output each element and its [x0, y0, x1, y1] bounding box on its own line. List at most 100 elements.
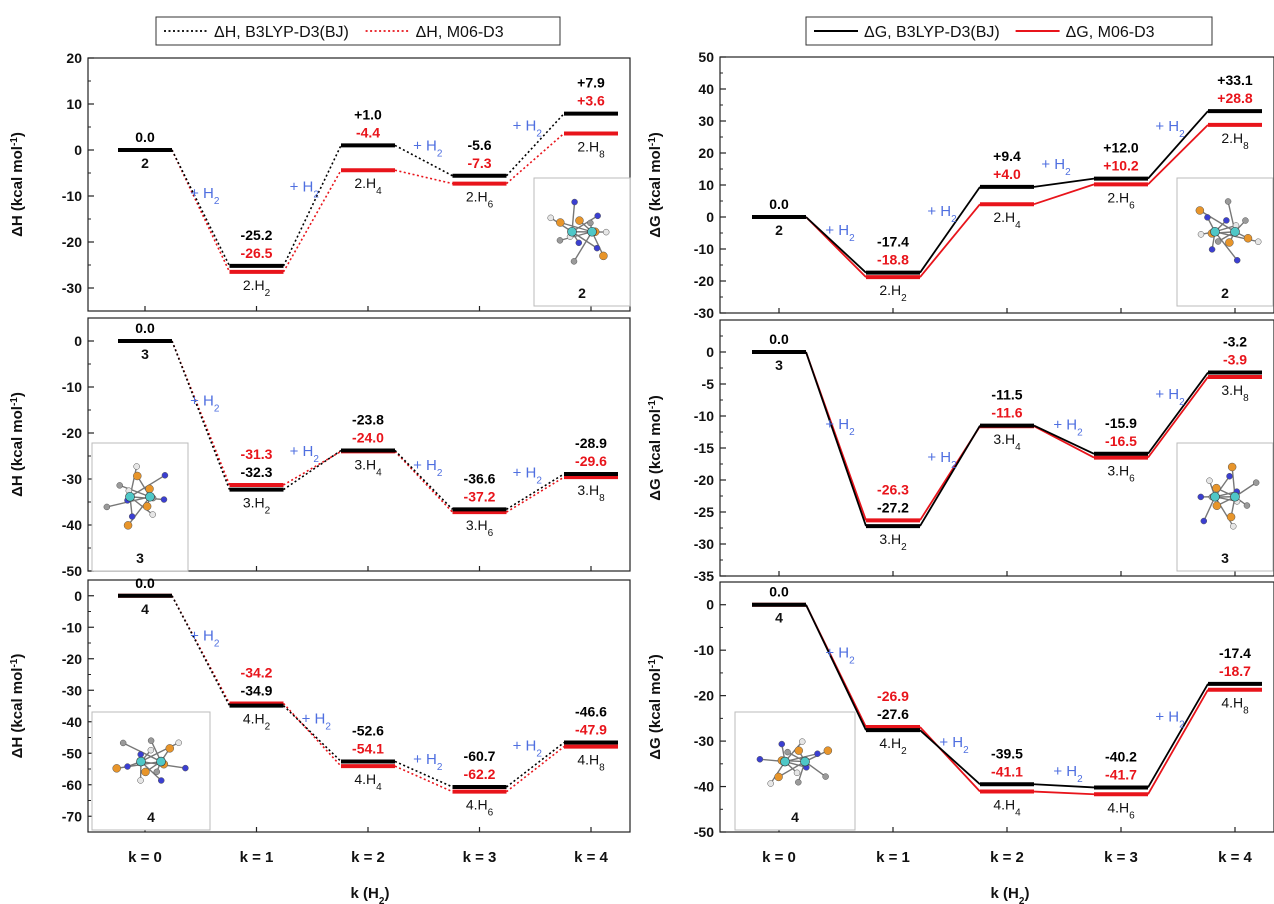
value-label-b3lyp: +7.9 — [577, 75, 605, 91]
y-tick-label: -40 — [694, 779, 714, 795]
y-title-superscript: -1 — [647, 659, 658, 668]
subscript: 2 — [849, 232, 855, 243]
y-tick-label: -50 — [62, 563, 82, 579]
value-label-b3lyp: -23.8 — [352, 411, 384, 427]
metal-atom — [1210, 226, 1220, 237]
connector-line — [1033, 790, 1095, 796]
y-tick-label: 0 — [74, 333, 82, 349]
plus-h2-label: + H2 — [413, 751, 443, 773]
y-tick-label: -30 — [62, 471, 82, 487]
subscript: 6 — [1129, 200, 1135, 211]
subscript: 2 — [536, 128, 542, 139]
text-run: 4.H — [243, 711, 265, 727]
value-label-b3lyp: -11.5 — [991, 387, 1022, 403]
value-label-b3lyp: -32.3 — [241, 464, 273, 480]
y-title-text: ΔG (kcal mol — [647, 146, 664, 238]
text-run: 3.H — [577, 482, 599, 498]
text-run: + H — [190, 628, 214, 645]
bond — [1199, 209, 1236, 233]
y-axis-title: ΔG (kcal mol-1) — [647, 395, 665, 501]
value-label-m06: -3.9 — [1223, 351, 1247, 367]
structure-inset: 4 — [734, 711, 856, 831]
inset-label: 3 — [1221, 550, 1229, 566]
subscript: 2 — [379, 896, 385, 904]
atom — [1204, 214, 1211, 221]
atom — [1197, 231, 1205, 238]
atom — [822, 773, 829, 780]
subscript: 2 — [437, 762, 443, 773]
text-run: 2.H — [1221, 130, 1243, 146]
atom — [799, 738, 806, 745]
connector-line — [1033, 183, 1095, 206]
value-label-m06: -41.1 — [991, 763, 1023, 779]
atom — [556, 218, 565, 227]
value-label-b3lyp: -15.9 — [1105, 415, 1137, 431]
connector-line — [171, 149, 231, 273]
text-run: + H — [190, 185, 214, 202]
atom — [1224, 198, 1232, 205]
value-label-m06: +10.2 — [1103, 158, 1139, 174]
legend-enthalpy: ΔH, B3LYP-D3(BJ) ΔH, M06-D3 — [155, 16, 561, 46]
y-axis-title: ΔG (kcal mol-1) — [647, 132, 665, 238]
species-label: 4.H4 — [993, 797, 1021, 819]
subscript: 8 — [1243, 705, 1249, 716]
x-tick-label: k = 3 — [463, 849, 497, 866]
species-label: 3.H6 — [1107, 463, 1135, 485]
plus-h2-label: + H2 — [927, 203, 957, 225]
connector-line — [1033, 783, 1095, 789]
species-label: 3 — [775, 357, 783, 373]
text-run: 3.H — [1107, 463, 1129, 479]
x-tick-label: k = 1 — [240, 849, 274, 866]
connector-line — [282, 702, 342, 767]
subscript: 2 — [265, 721, 271, 732]
atom — [587, 219, 594, 227]
value-label-m06: -47.9 — [575, 722, 607, 738]
subscript: 4 — [376, 782, 382, 793]
plus-h2-label: + H2 — [1053, 417, 1083, 439]
species-label: 2.H6 — [466, 189, 494, 211]
atom — [149, 511, 156, 518]
atom — [123, 521, 133, 530]
y-tick-label: -20 — [694, 688, 714, 704]
value-label-m06: -26.9 — [877, 688, 909, 704]
inset-label: 3 — [136, 550, 144, 566]
y-title-superscript: -1 — [647, 400, 658, 409]
y-tick-label: -30 — [62, 280, 82, 296]
subscript: 2 — [313, 454, 319, 465]
legend-layer: ΔH, B3LYP-D3(BJ) ΔH, M06-D3 ΔG, B3LYP-D3(B… — [155, 16, 1213, 46]
value-label-b3lyp: -46.6 — [575, 704, 607, 720]
connector-line — [1147, 371, 1209, 455]
text-run: + H — [413, 457, 437, 474]
species-label: 2 — [775, 222, 783, 238]
connector-line — [1147, 683, 1209, 788]
plus-h2-label: + H2 — [825, 644, 855, 666]
inset-frame — [1176, 442, 1274, 572]
subscript: 6 — [488, 807, 494, 818]
panel-left-top: 20 10 0 -10 -20 -30 ΔH (kcal mol-1) 0.0 2 -25.2 -2… — [9, 50, 631, 312]
x-axis-title: k (H2) — [351, 885, 390, 904]
atom — [116, 482, 123, 489]
y-tick-label: -50 — [62, 745, 82, 761]
value-label-b3lyp: +1.0 — [354, 106, 382, 122]
y-tick-label: -50 — [694, 824, 714, 840]
y-tick-label: 0 — [706, 209, 714, 225]
y-title-text: ) — [647, 654, 664, 659]
connector-line — [171, 340, 231, 486]
text-run: 2.H — [577, 138, 599, 154]
y-title-text: ΔG (kcal mol — [647, 409, 664, 501]
subscript: 6 — [1129, 810, 1135, 821]
atom — [1206, 477, 1213, 484]
atom — [1243, 234, 1253, 243]
y-tick-label: 40 — [698, 81, 714, 97]
subscript: 4 — [376, 186, 382, 197]
panel-right-bottom: 0 -10 -20 -30 -40 -50 ΔG (kcal mol-1) 0.0 4 -26.9… — [647, 581, 1274, 840]
y-tick-label: -15 — [694, 440, 714, 456]
subscript: 6 — [1129, 473, 1135, 484]
atom — [575, 216, 584, 225]
species-label: 2.H4 — [993, 209, 1021, 231]
atom — [157, 777, 165, 784]
plus-h2-label: + H2 — [513, 738, 543, 760]
text-run: 4.H — [1221, 695, 1243, 711]
text-run: 3.H — [243, 495, 265, 511]
atom — [1242, 217, 1249, 224]
